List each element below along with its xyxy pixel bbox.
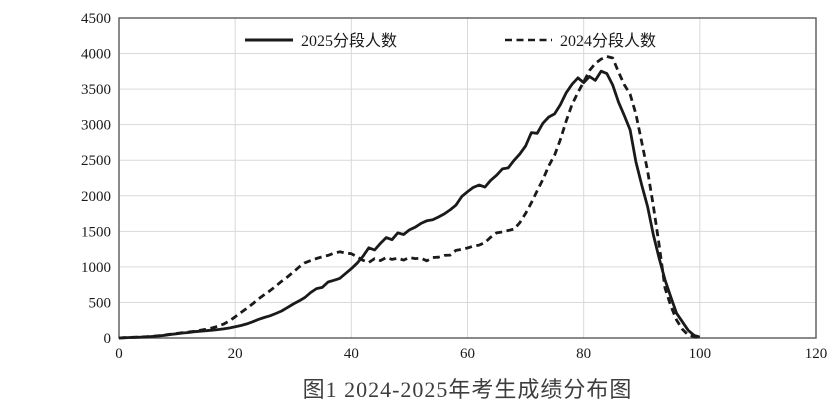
x-axis-tick-label: 100 (689, 346, 712, 362)
y-axis-tick-label: 2500 (81, 153, 111, 169)
series-line-2024 (118, 55, 701, 340)
series-line-2025 (118, 69, 701, 340)
y-axis-tick-label: 1000 (81, 260, 111, 276)
x-axis-tick-label: 120 (805, 346, 828, 362)
y-axis-tick-label: 0 (104, 331, 112, 347)
y-axis-tick-label: 4000 (81, 47, 111, 63)
y-axis-tick-label: 4500 (81, 11, 111, 27)
y-axis-tick-label: 2000 (81, 189, 111, 205)
y-axis-tick-label: 500 (89, 295, 112, 311)
plot-border (118, 17, 817, 339)
figure-caption: 图1 2024-2025年考生成绩分布图 (302, 377, 633, 402)
y-axis-tick-label: 3000 (81, 118, 111, 134)
x-axis-tick-label: 0 (115, 346, 123, 362)
y-axis-tick-label: 3500 (81, 82, 111, 98)
x-axis-tick-label: 40 (344, 346, 359, 362)
x-axis-tick-label: 80 (576, 346, 591, 362)
legend-label-2025: 2025分段人数 (301, 32, 397, 50)
x-axis-tick-label: 60 (460, 346, 475, 362)
score-distribution-chart: 0 500 1000 1500 2000 2500 3000 3500 4000 4500 0 20 4… (81, 11, 828, 362)
legend-label-2024: 2024分段人数 (560, 32, 656, 50)
x-axis-tick-label: 20 (228, 346, 243, 362)
y-axis-tick-label: 1500 (81, 224, 111, 240)
